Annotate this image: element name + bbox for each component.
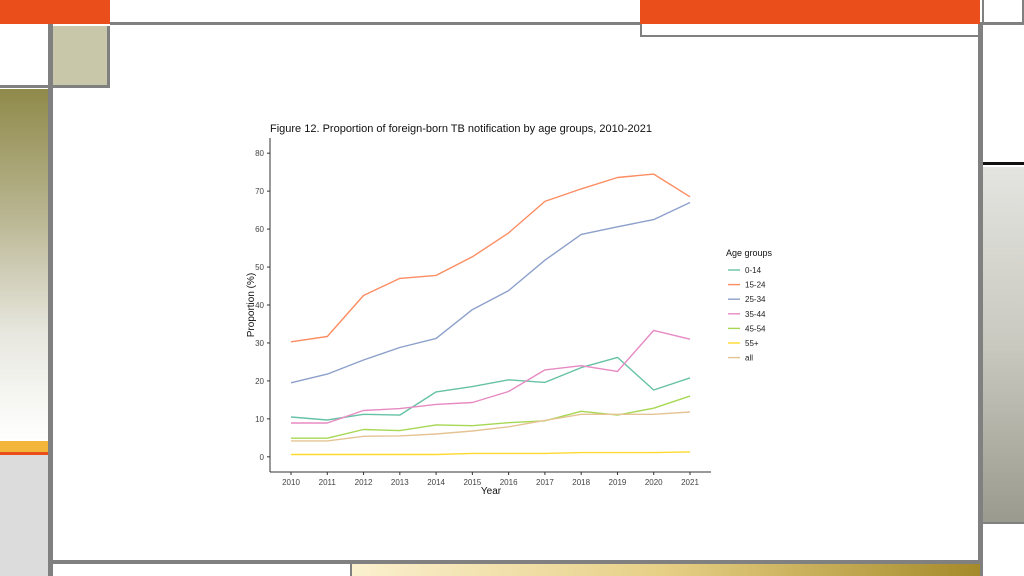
legend-label-55+: 55+ — [745, 339, 759, 348]
series-line-15-24 — [290, 173, 691, 343]
y-tick-label: 70 — [255, 187, 264, 196]
legend-label-0-14: 0-14 — [745, 266, 762, 275]
right-gray-gradient-panel — [983, 167, 1024, 524]
top-right-orange-bar — [640, 0, 980, 24]
y-axis: 0 10 20 30 40 50 60 70 80 — [255, 138, 271, 472]
series-line-55+ — [291, 451, 691, 456]
legend-label-15-24: 15-24 — [745, 281, 766, 290]
x-axis-title: Year — [481, 486, 502, 497]
left-olive-gradient-panel — [0, 89, 48, 441]
y-tick-label: 30 — [255, 339, 264, 348]
y-tick-label: 40 — [255, 301, 264, 310]
x-tick-label: 2011 — [319, 478, 337, 487]
x-tick-label: 2012 — [355, 478, 373, 487]
y-tick-label: 50 — [255, 263, 264, 272]
top-gray-rule — [110, 22, 640, 25]
chart-title: Figure 12. Proportion of foreign-born TB… — [270, 123, 652, 135]
x-tick-label: 2010 — [282, 478, 300, 487]
legend-label-all: all — [745, 354, 753, 363]
x-axis: 2010 2011 2012 2013 2014 2015 2016 2017 2018 2019… — [270, 471, 711, 487]
top-left-orange-bar — [0, 0, 110, 24]
series-line-0-14 — [290, 356, 691, 421]
top-gray-rule-right — [980, 22, 1024, 25]
series-line-35-44 — [291, 329, 691, 424]
x-tick-label: 2017 — [536, 478, 554, 487]
x-tick-label: 2015 — [463, 478, 481, 487]
x-tick-label: 2021 — [681, 478, 699, 487]
legend: Age groups 0-14 15-24 25-34 35-44 45-54 55+ al… — [726, 248, 773, 363]
series-lines — [290, 173, 691, 456]
left-bottom-gray-panel — [0, 455, 48, 576]
y-tick-label: 80 — [255, 149, 264, 158]
legend-label-25-34: 25-34 — [745, 295, 766, 304]
series-line-all — [291, 411, 691, 442]
x-tick-label: 2016 — [500, 478, 518, 487]
series-line-45-54 — [291, 395, 691, 439]
x-tick-label: 2014 — [427, 478, 445, 487]
y-tick-label: 60 — [255, 225, 264, 234]
bottom-gray-rule — [48, 560, 983, 564]
right-top-box — [983, 37, 1024, 165]
legend-label-45-54: 45-54 — [745, 324, 766, 333]
left-red-stripe — [0, 452, 48, 455]
y-axis-title: Proportion (%) — [246, 273, 257, 337]
x-tick-label: 2019 — [609, 478, 627, 487]
y-tick-label: 20 — [255, 377, 264, 386]
khaki-square — [53, 26, 110, 88]
legend-label-35-44: 35-44 — [745, 310, 766, 319]
x-tick-label: 2018 — [572, 478, 590, 487]
x-tick-label: 2020 — [645, 478, 663, 487]
bottom-gold-gradient-bar — [350, 564, 980, 576]
y-tick-label: 10 — [255, 415, 264, 424]
left-vertical-rule — [48, 24, 53, 576]
series-line-25-34 — [290, 201, 691, 384]
legend-title: Age groups — [726, 248, 773, 258]
y-tick-label: 0 — [260, 453, 265, 462]
left-amber-stripe — [0, 441, 48, 452]
left-top-box — [0, 24, 48, 88]
right-vertical-rule — [978, 24, 983, 576]
x-tick-label: 2013 — [391, 478, 409, 487]
